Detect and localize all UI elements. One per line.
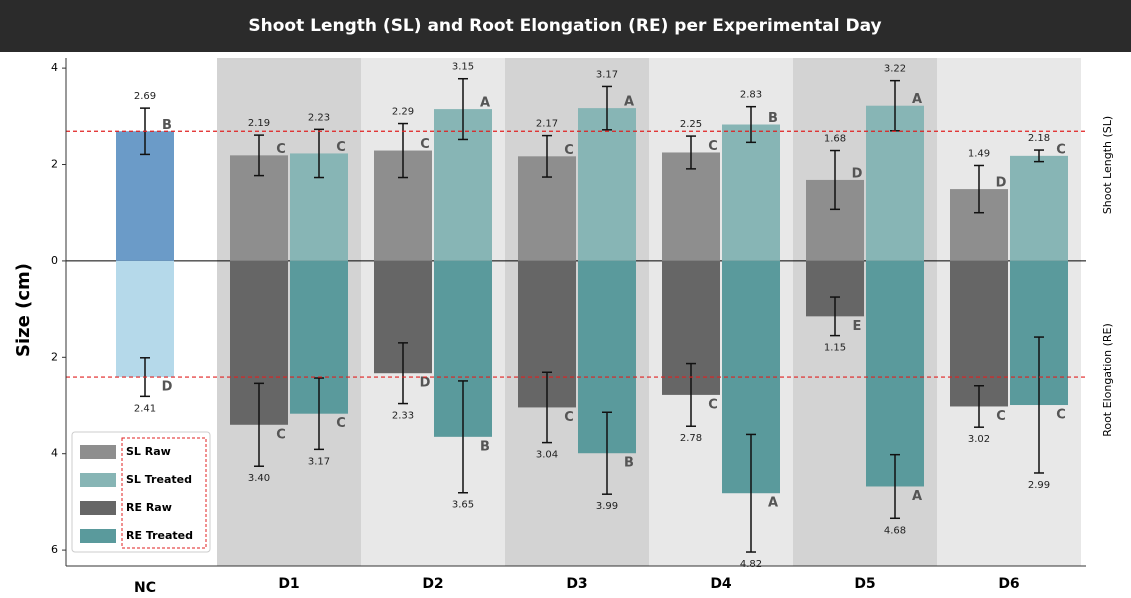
x-tick-label: D2 [422,576,443,592]
chart-title: Shoot Length (SL) and Root Elongation (R… [248,16,881,36]
letter-label: B [624,456,634,471]
letter-label: C [1056,408,1066,423]
value-label: 2.78 [680,433,702,444]
x-tick-label: NC [134,580,156,594]
value-label: 3.22 [884,64,906,75]
letter-label: B [162,118,172,133]
letter-label: A [912,92,922,107]
x-tick-label: D3 [566,576,587,592]
bar [866,260,924,487]
letter-label: B [480,439,490,454]
letter-label: D [420,376,431,391]
value-label: 2.29 [392,107,414,118]
letter-label: C [276,142,286,157]
value-label: 1.68 [824,134,846,145]
y-tick-label: 2 [51,350,58,363]
letter-label: D [852,166,863,181]
value-label: 1.49 [968,148,990,159]
value-label: 3.15 [452,62,474,73]
bands [73,58,1081,566]
letter-label: A [624,95,634,110]
letter-label: C [276,427,286,442]
letter-label: C [708,397,718,412]
letter-label: C [1056,142,1066,157]
bar [1010,155,1068,261]
y-tick-label: 4 [51,61,58,74]
legend-swatch [80,473,116,487]
y-tick-label: 0 [51,254,58,267]
letter-label: C [564,143,574,158]
y-tick-label: 4 [51,447,58,460]
letter-label: A [480,96,490,111]
bar [662,152,720,261]
value-label: 2.33 [392,411,414,422]
legend-highlight [121,437,207,549]
value-label: 2.18 [1028,133,1050,144]
letter-label: A [768,496,778,511]
bar [722,124,780,261]
title-bar [0,0,1131,52]
letter-label: D [162,380,173,395]
value-label: 3.99 [596,501,618,512]
legend-label: SL Treated [126,473,192,486]
x-tick-label: D4 [710,576,732,592]
bar [950,260,1008,407]
value-label: 3.04 [536,450,558,461]
value-label: 2.23 [308,112,330,123]
y-tick-label: 2 [51,158,58,171]
letter-label: C [564,410,574,425]
letter-label: C [708,139,718,154]
value-label: 1.15 [824,343,846,354]
x-tick-label: D5 [854,576,875,592]
value-label: 2.17 [536,119,558,130]
plot: 6 4 2 0 2 4 2.69 B 2.41 D 2.19 C 2.29 C 2.17 C 2.25 C 1.68… [51,58,1086,596]
value-label: 3.17 [308,456,330,467]
legend-label: RE Treated [126,529,193,542]
side-label: Shoot Length (SL) [1101,116,1114,214]
legend-box [71,431,211,553]
legend-label: RE Raw [126,501,172,514]
value-label: 2.19 [248,118,270,129]
value-label: 2.25 [680,119,702,130]
bar [578,108,636,261]
value-label: 3.17 [596,69,618,80]
value-label: 4.68 [884,525,906,536]
letter-label: D [996,176,1007,191]
letter-label: C [336,140,346,155]
letter-label: C [336,416,346,431]
letter-label: C [996,409,1006,424]
x-tick-label: D1 [278,576,299,592]
legend-swatch [80,529,116,543]
value-label: 4.82 [740,559,762,570]
letter-label: B [768,111,778,126]
letter-label: C [420,137,430,152]
value-label: 3.65 [452,500,474,511]
legend-swatch [80,501,116,515]
legend-swatch [80,445,116,459]
side-label: Root Elongation (RE) [1101,323,1114,437]
y-tick-label: 6 [51,543,58,556]
letter-label: E [853,319,862,334]
x-tick-label: D6 [998,576,1019,592]
value-label: 2.99 [1028,480,1050,491]
legend-label: SL Raw [126,445,171,458]
value-label: 3.02 [968,434,990,445]
y-axis-label: Size (cm) [13,263,34,357]
value-label: 2.69 [134,91,156,102]
value-label: 3.40 [248,473,270,484]
value-label: 2.41 [134,403,156,414]
value-label: 2.83 [740,90,762,101]
letter-label: A [912,489,922,504]
